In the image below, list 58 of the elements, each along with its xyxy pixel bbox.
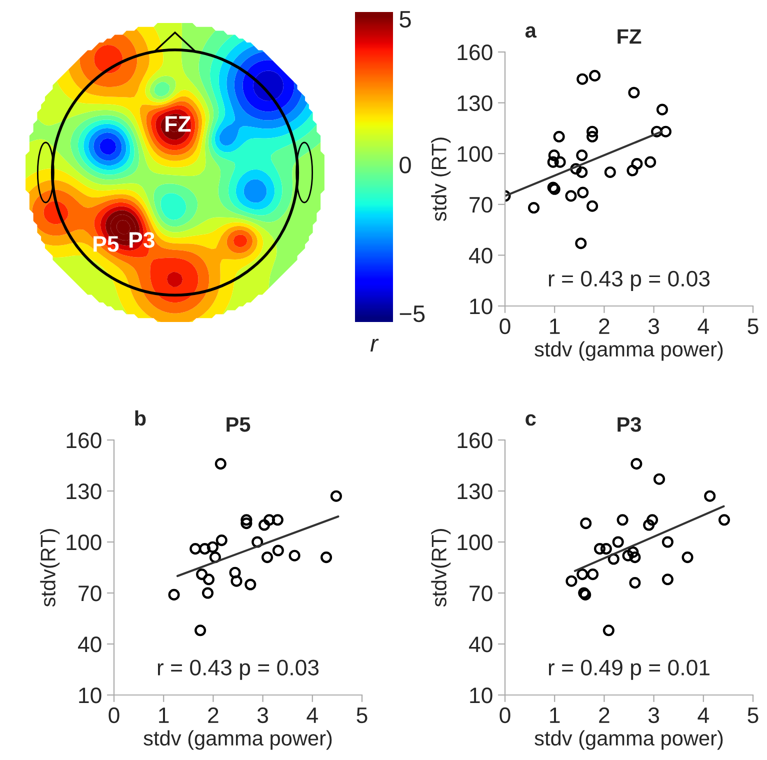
x-tick-label: 5 (748, 708, 758, 724)
y-tick-label: 70 (470, 586, 492, 602)
y-tick-label: 10 (470, 298, 492, 314)
x-tick-label: 4 (306, 708, 318, 723)
y-tick-label: 40 (78, 636, 102, 652)
text: P3 (130, 232, 154, 248)
y-tick-label: 130 (66, 484, 102, 500)
text: 5 (400, 11, 411, 28)
text: FZ (166, 116, 191, 132)
y-tick-label: 10 (470, 688, 492, 704)
y-tick-label: 70 (78, 586, 102, 602)
x-tick-label: 0 (500, 318, 510, 334)
x-tick-label: 3 (648, 318, 660, 334)
y-tick-label: 130 (458, 484, 492, 500)
text: −5 (400, 306, 425, 322)
text: a (525, 26, 537, 38)
y-tick-label: 130 (458, 95, 492, 112)
x-tick-label: 2 (599, 318, 610, 334)
y-tick-label: 100 (66, 534, 102, 550)
y-tick-label: 40 (468, 636, 492, 652)
annotation: r = 0.49 p = 0.01 (548, 660, 710, 680)
x-tick-label: 4 (698, 708, 709, 723)
x-tick-label: 4 (698, 318, 709, 334)
chart-title: P5 (226, 417, 250, 432)
y-tick-label: 40 (468, 248, 492, 264)
x-tick-label: 1 (159, 708, 169, 723)
y-axis-title: stdv(RT) (40, 529, 60, 607)
x-tick-label: 2 (208, 707, 218, 723)
chart-title: FZ (618, 29, 642, 44)
y-tick-label: 100 (458, 534, 492, 550)
x-axis-title: stdv (gamma power) (144, 730, 332, 750)
x-axis-title: stdv (gamma power) (534, 341, 723, 361)
annotation: r = 0.43 p = 0.03 (548, 270, 710, 291)
y-axis-title: stdv(RT) (431, 529, 451, 607)
x-tick-label: 1 (550, 318, 560, 334)
y-axis-title: stdv (RT) (431, 138, 451, 222)
y-tick-label: 160 (458, 432, 492, 448)
x-tick-label: 0 (500, 707, 510, 724)
x-tick-label: 1 (550, 708, 560, 723)
x-tick-label: 5 (356, 708, 368, 724)
y-tick-label: 10 (79, 688, 102, 704)
x-tick-label: 3 (257, 707, 268, 724)
x-tick-label: 5 (748, 318, 758, 334)
y-tick-label: 160 (66, 432, 102, 448)
y-tick-label: 160 (458, 44, 492, 60)
x-tick-label: 0 (108, 707, 120, 724)
y-tick-label: 100 (458, 146, 492, 162)
text: r (370, 338, 379, 352)
annotation: r = 0.43 p = 0.03 (158, 660, 319, 680)
text: P5 (94, 236, 119, 252)
text: c (526, 414, 536, 426)
x-axis-title: stdv (gamma power) (534, 730, 723, 750)
x-tick-label: 3 (648, 707, 660, 724)
text: 0 (400, 156, 411, 174)
text: b (135, 410, 146, 426)
chart-title: P3 (618, 417, 641, 432)
x-tick-label: 2 (599, 707, 610, 723)
y-tick-label: 70 (470, 196, 492, 213)
